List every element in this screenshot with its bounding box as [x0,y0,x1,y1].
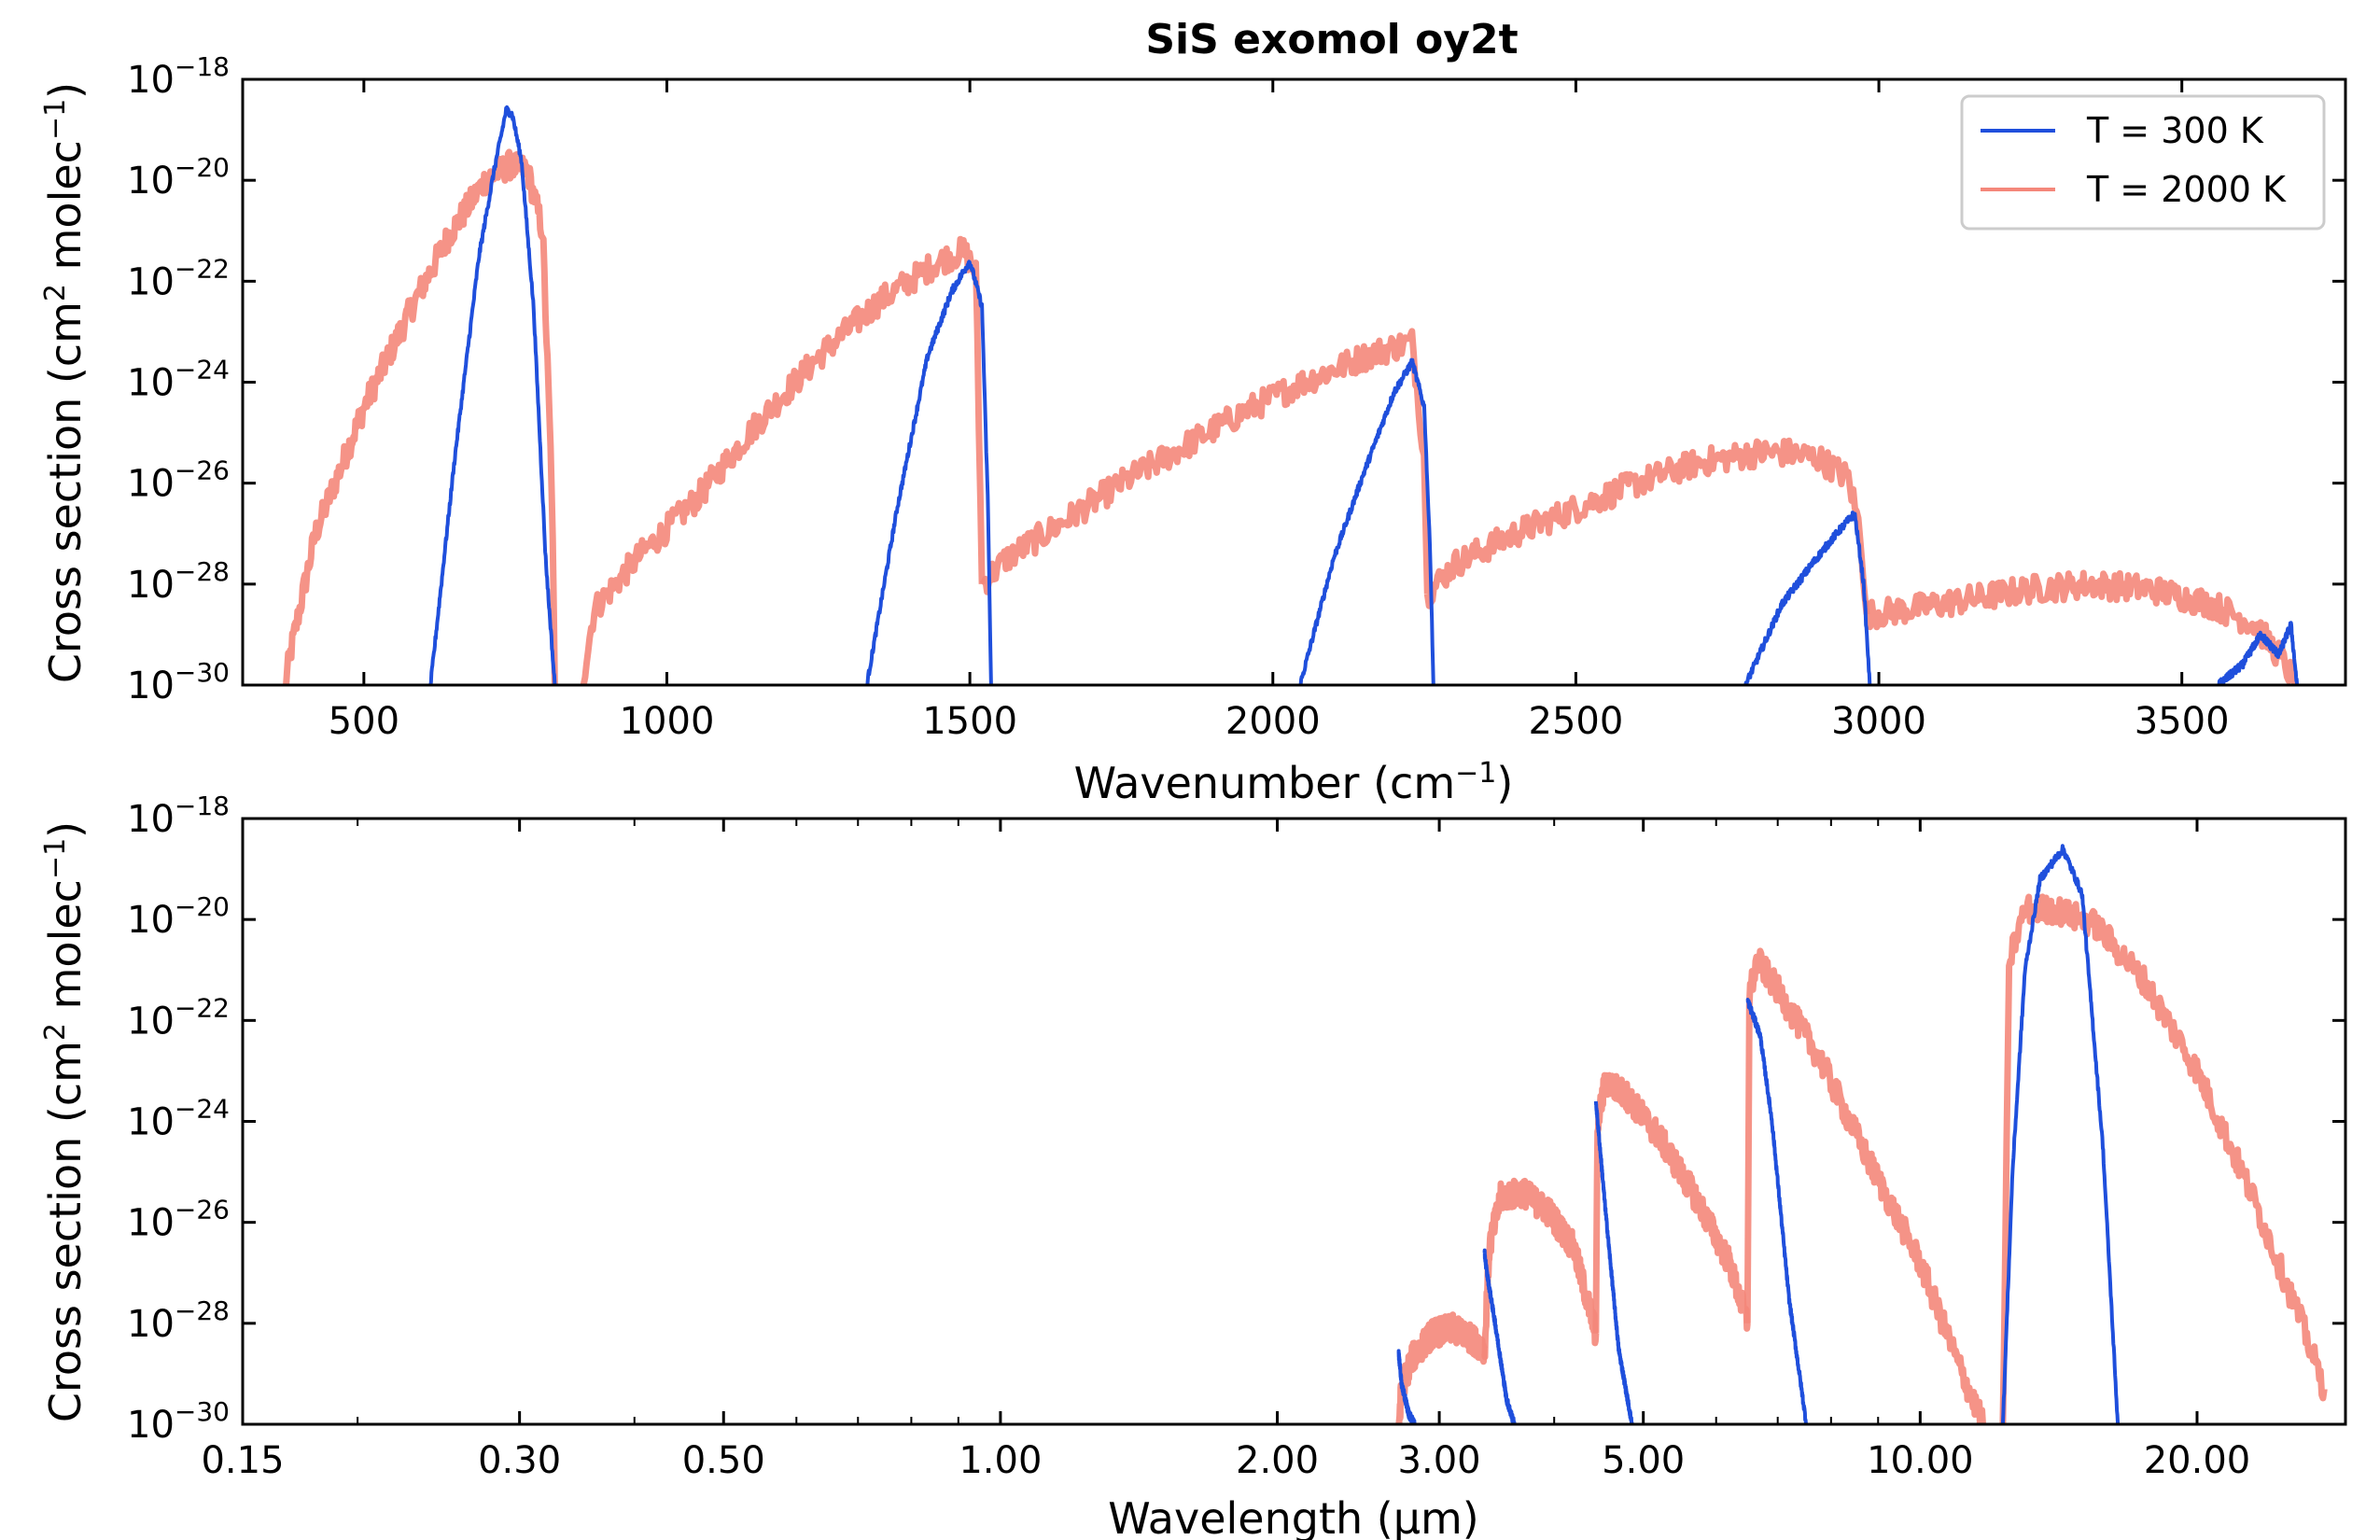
wavenumber-y-ticks: 10−30 10−28 10−26 10−24 10−22 10−20 10−18 [127,51,2345,707]
series-300k-band [2217,621,2300,685]
legend: T = 300 K T = 2000 K [1960,94,2326,231]
wavenumber-panel: 500 1000 1500 2000 2500 3000 3500 10−3010−2810… [39,51,2347,809]
wavelength-x-tick-label: 5.00 [1602,1439,1685,1482]
wavenumber-x-tick-label: 1500 [922,700,1017,743]
series-300k-band [1396,1349,1417,1424]
series-300k-band [1745,998,1808,1424]
series-2000k-band [1481,1177,1600,1361]
wavenumber-y-axis-label: Cross section (cm2 molec−1) [39,82,91,683]
wavenumber-x-axis-label: Wavenumber (cm−1) [1074,757,1514,809]
series-300k-band [1298,357,1435,685]
wavenumber-x-tick-label: 500 [329,700,399,743]
series-2000k-band [283,148,558,685]
series-2000k-band [1423,437,1870,615]
wavenumber-x-tick-label: 2000 [1225,700,1321,743]
wavenumber-x-tick-label: 2500 [1529,700,1624,743]
wavenumber-x-ticks: 500 1000 1500 2000 2500 3000 3500 [329,79,2230,743]
series-300k-band [428,105,557,685]
wavelength-panel: 0.15 0.30 0.50 1.00 2.00 3.00 5.00 10.00 20.00 1… [39,791,2347,1540]
series-2000k-band [1863,569,2299,685]
wavenumber-y-tick-label: 10−28 [127,556,230,607]
wavenumber-x-tick-label: 3500 [2135,700,2230,743]
wavelength-y-tick-label: 10−30 [127,1396,230,1447]
wavelength-x-tick-label: 3.00 [1398,1439,1481,1482]
wavelength-x-tick-label: 20.00 [2144,1439,2251,1482]
series-2000k-band [1395,1311,1488,1424]
wavelength-x-tick-label: 2.00 [1236,1439,1319,1482]
legend-label-300k: T = 300 K [2086,110,2264,151]
wavenumber-plot-area [283,105,2300,685]
series-300k-band [865,259,993,685]
series-300k-band [1743,511,1872,685]
wavelength-y-tick-label: 10−18 [127,791,230,841]
series-300k-band [1593,1100,1634,1424]
series-2000k-band [979,328,1431,595]
wavelength-y-tick-label: 10−20 [127,891,230,942]
wavelength-y-axis-label: Cross section (cm2 molec−1) [39,821,91,1422]
wavelength-x-tick-label: 1.00 [959,1439,1042,1482]
wavelength-y-tick-label: 10−22 [127,992,230,1043]
wavenumber-y-tick-label: 10−18 [127,51,230,102]
chart-title: SiS exomol oy2t [1145,16,1518,63]
wavelength-plot-area [1395,844,2328,1424]
wavelength-x-tick-label: 10.00 [1867,1439,1974,1482]
wavelength-y-tick-label: 10−28 [127,1295,230,1346]
series-2000k-band [1743,947,1986,1424]
series-2000k-band [1999,893,2328,1424]
wavelength-y-ticks: 10−30 10−28 10−26 10−24 10−22 10−20 10−18 [127,791,2345,1447]
legend-label-2000k: T = 2000 K [2086,169,2287,210]
wavenumber-x-tick-label: 1000 [620,700,715,743]
wavelength-x-ticks: 0.15 0.30 0.50 1.00 2.00 3.00 5.00 10.00 20.00 [201,819,2250,1482]
wavelength-y-tick-label: 10−26 [127,1195,230,1245]
wavenumber-y-tick-label: 10−26 [127,455,230,506]
wavelength-x-tick-label: 0.50 [682,1439,765,1482]
wavelength-x-tick-label: 0.15 [201,1439,284,1482]
wavenumber-y-tick-label: 10−30 [127,657,230,707]
wavelength-x-tick-label: 0.30 [478,1439,561,1482]
wavelength-y-tick-label: 10−24 [127,1094,230,1144]
wavenumber-y-tick-label: 10−22 [127,253,230,303]
wavenumber-y-tick-label: 10−20 [127,152,230,203]
series-2000k-band [1592,1071,1751,1334]
series-2000k-band [580,235,986,685]
series-300k-band [2000,844,2121,1424]
wavenumber-x-tick-label: 3000 [1831,700,1926,743]
wavenumber-y-tick-label: 10−24 [127,355,230,405]
wavelength-x-axis-label: Wavelength (μm) [1108,1493,1478,1540]
series-300k-band [1482,1248,1517,1424]
